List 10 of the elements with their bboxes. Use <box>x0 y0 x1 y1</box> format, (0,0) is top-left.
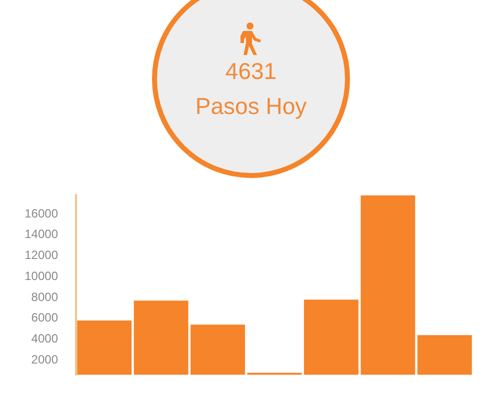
y-tick-label: 4000 <box>31 332 58 346</box>
y-tick-label: 2000 <box>31 352 58 366</box>
y-tick-label: 8000 <box>31 290 58 304</box>
text: Pasos Hoy <box>194 93 308 120</box>
y-tick-label: 14000 <box>24 227 58 242</box>
y-tick-label: 16000 <box>24 206 58 220</box>
y-tick-label: 12000 <box>24 248 58 262</box>
y-tick-label: 10000 <box>24 268 58 283</box>
text: 4631 <box>224 58 278 85</box>
y-tick-label: 6000 <box>31 310 58 325</box>
